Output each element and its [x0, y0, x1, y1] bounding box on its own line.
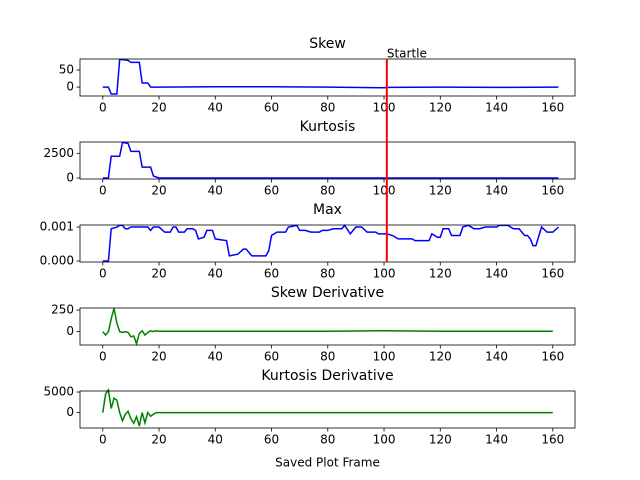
subplot-title: Kurtosis Derivative — [261, 368, 393, 384]
x-tick-label: 120 — [429, 267, 452, 281]
x-tick-label: 40 — [208, 267, 223, 281]
data-line — [102, 141, 559, 179]
data-line — [102, 387, 553, 427]
x-tick-label: 140 — [485, 184, 508, 198]
y-tick-label: 0.001 — [40, 220, 74, 234]
x-tick-label: 40 — [208, 101, 223, 115]
x-tick-label: 40 — [208, 350, 223, 364]
x-tick-label: 120 — [429, 184, 452, 198]
x-tick-label: 140 — [485, 101, 508, 115]
y-tick-label: 50 — [59, 62, 74, 76]
x-tick-label: 140 — [485, 433, 508, 447]
axes-frame — [79, 307, 576, 346]
y-tick-label: 0 — [66, 170, 74, 184]
x-tick-label: 60 — [264, 184, 279, 198]
x-tick-label: 80 — [320, 101, 335, 115]
x-tick-label: 20 — [151, 433, 166, 447]
data-line — [102, 224, 559, 262]
x-tick-label: 160 — [541, 350, 564, 364]
y-tick-label: 0 — [66, 405, 74, 419]
subplot-title: Kurtosis — [300, 119, 356, 135]
x-tick-label: 0 — [99, 350, 107, 364]
subplot-title: Skew Derivative — [271, 285, 384, 301]
x-tick-label: 80 — [320, 433, 335, 447]
x-tick-label: 140 — [485, 350, 508, 364]
x-tick-label: 100 — [373, 433, 396, 447]
x-tick-label: 160 — [541, 267, 564, 281]
y-tick-label: 5000 — [43, 385, 74, 399]
axes-frame — [79, 141, 576, 180]
y-tick-label: 0 — [66, 80, 74, 94]
x-tick-label: 100 — [373, 350, 396, 364]
subplot-title: Skew — [309, 36, 346, 52]
x-tick-label: 100 — [373, 101, 396, 115]
x-tick-label: 100 — [373, 184, 396, 198]
x-tick-label: 160 — [541, 433, 564, 447]
y-tick-label: 0.000 — [40, 253, 74, 267]
x-tick-label: 60 — [264, 433, 279, 447]
x-tick-label: 120 — [429, 101, 452, 115]
y-tick-label: 0 — [66, 324, 74, 338]
x-tick-label: 160 — [541, 101, 564, 115]
x-tick-label: 20 — [151, 350, 166, 364]
x-tick-label: 60 — [264, 101, 279, 115]
x-tick-label: 20 — [151, 101, 166, 115]
x-tick-label: 40 — [208, 433, 223, 447]
x-tick-label: 120 — [429, 433, 452, 447]
y-tick-label: 2500 — [43, 146, 74, 160]
x-tick-label: 100 — [373, 267, 396, 281]
data-line — [102, 308, 553, 347]
startle-label: Startle — [387, 47, 427, 61]
x-tick-label: 0 — [99, 433, 107, 447]
x-tick-label: 0 — [99, 184, 107, 198]
x-tick-label: 60 — [264, 350, 279, 364]
x-tick-label: 0 — [99, 101, 107, 115]
data-line — [102, 58, 559, 95]
x-tick-label: 80 — [320, 267, 335, 281]
x-tick-label: 80 — [320, 184, 335, 198]
x-tick-label: 0 — [99, 267, 107, 281]
axes-frame — [79, 58, 576, 97]
x-tick-label: 40 — [208, 184, 223, 198]
x-tick-label: 140 — [485, 267, 508, 281]
x-tick-label: 120 — [429, 350, 452, 364]
x-tick-label: 60 — [264, 267, 279, 281]
axes-frame — [79, 390, 576, 429]
x-tick-label: 160 — [541, 184, 564, 198]
subplot-title: Max — [313, 202, 342, 218]
x-tick-label: 80 — [320, 350, 335, 364]
x-tick-label: 20 — [151, 267, 166, 281]
x-axis-label: Saved Plot Frame — [275, 456, 380, 470]
x-tick-label: 20 — [151, 184, 166, 198]
y-tick-label: 250 — [51, 303, 74, 317]
